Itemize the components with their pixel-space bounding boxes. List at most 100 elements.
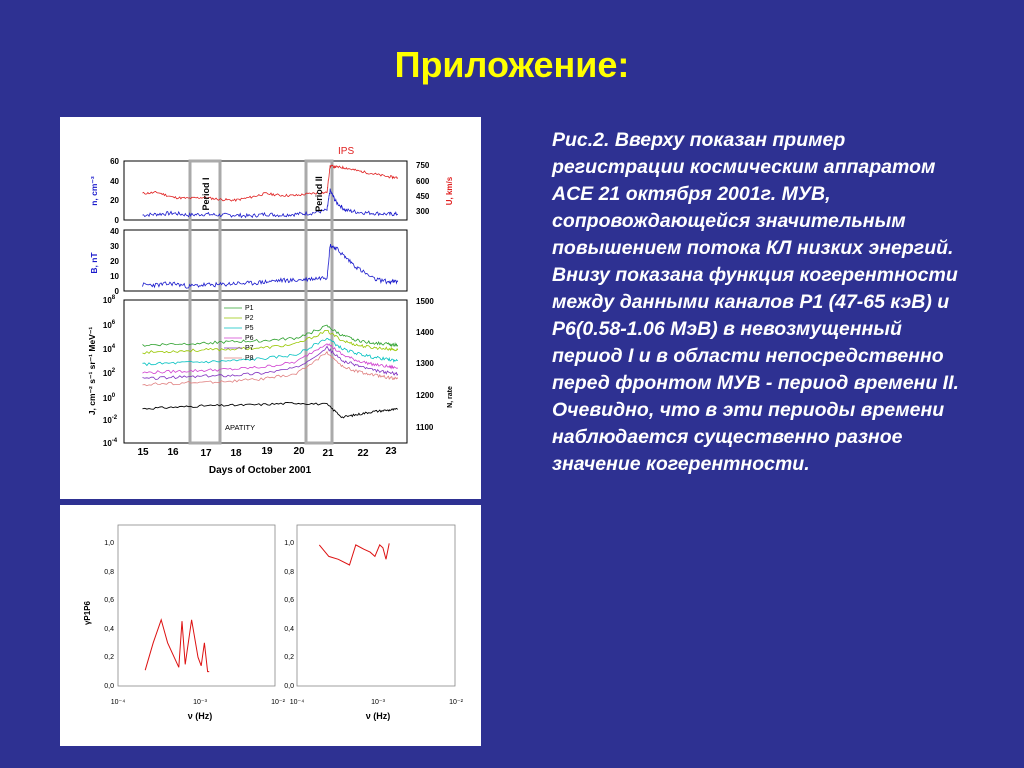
legend: P1 P2 P5 P6 P7 P8 bbox=[224, 305, 254, 362]
period-i-label: Period I bbox=[201, 177, 211, 210]
legend-label-p5: P5 bbox=[245, 325, 254, 332]
tick-b-20: 20 bbox=[110, 257, 119, 266]
coherence-i-line bbox=[144, 618, 210, 673]
coherence-figure-panel: 1,0 0,8 0,6 0,4 0,2 0,0 1,0 0,8 0,6 0,4 … bbox=[60, 505, 481, 746]
series-n-rate-line bbox=[142, 402, 398, 419]
legend-label-p1: P1 bbox=[245, 305, 254, 312]
series-p8-line bbox=[142, 350, 399, 387]
coherence-figure: 1,0 0,8 0,6 0,4 0,2 0,0 1,0 0,8 0,6 0,4 … bbox=[83, 524, 464, 721]
coh-ii-xtick-1e-2: 10⁻² bbox=[449, 699, 463, 706]
slide-title: Приложение: bbox=[394, 44, 630, 85]
series-n-line bbox=[142, 188, 399, 219]
coh-i-xtick-1e-4: 10⁻⁴ bbox=[111, 699, 126, 706]
period-i-box bbox=[188, 159, 222, 445]
x-tick-15: 15 bbox=[137, 447, 149, 458]
x-tick-19: 19 bbox=[261, 446, 273, 457]
coh-i-xtick-1e-3: 10⁻³ bbox=[193, 699, 207, 706]
y-label-n-rate: N, rate bbox=[447, 386, 454, 408]
legend-label-p8: P8 bbox=[245, 355, 254, 362]
y-label-n: n, cm⁻³ bbox=[89, 176, 99, 206]
coherence-ii-line bbox=[318, 543, 390, 566]
series-u-line bbox=[142, 164, 399, 202]
tick-u-300: 300 bbox=[416, 207, 430, 216]
coh-ii-tick-0-4: 0,4 bbox=[284, 626, 294, 633]
tick-n-rate-1200: 1200 bbox=[416, 391, 434, 400]
series-layer-bottom bbox=[144, 543, 390, 673]
svg-text:10-4: 10-4 bbox=[103, 438, 118, 448]
tick-b-40: 40 bbox=[110, 227, 119, 236]
coh-i-xtick-1e-2: 10⁻² bbox=[271, 699, 285, 706]
coh-ii-tick-1-0: 1,0 bbox=[284, 540, 294, 547]
coh-i-tick-0-8: 0,8 bbox=[104, 569, 114, 576]
x-tick-16: 16 bbox=[167, 447, 179, 458]
plot-frame-n-u bbox=[123, 160, 408, 221]
y-label-u: U, km/s bbox=[445, 176, 454, 205]
tick-u-750: 750 bbox=[416, 161, 430, 170]
svg-text:104: 104 bbox=[103, 344, 116, 354]
series-p6-line bbox=[142, 343, 398, 375]
svg-text:102: 102 bbox=[103, 368, 116, 378]
legend-label-p2: P2 bbox=[245, 315, 254, 322]
svg-text:100: 100 bbox=[103, 393, 116, 403]
x-axis-label: Days of October 2001 bbox=[209, 465, 312, 476]
y-label-j: J, cm⁻² s⁻¹ sr⁻¹ MeV⁻¹ bbox=[87, 327, 97, 415]
coh-ii-tick-0-6: 0,6 bbox=[284, 597, 294, 604]
series-p5-line bbox=[142, 337, 398, 367]
coh-ii-tick-0-2: 0,2 bbox=[284, 654, 294, 661]
series-p7-line bbox=[142, 345, 399, 380]
plot-frame-coh-i bbox=[117, 524, 276, 687]
coh-i-tick-0-4: 0,4 bbox=[104, 626, 114, 633]
tick-n-rate-1100: 1100 bbox=[416, 423, 434, 432]
coh-ii-xtick-1e-4: 10⁻⁴ bbox=[290, 699, 305, 706]
tick-u-600: 600 bbox=[416, 177, 430, 186]
figure-caption: Рис.2. Вверху показан пример регистрации… bbox=[552, 129, 959, 475]
x-tick-18: 18 bbox=[230, 448, 242, 459]
legend-label-p7: P7 bbox=[245, 345, 254, 352]
series-p1-line bbox=[142, 324, 399, 348]
coh-ii-tick-0-0: 0,0 bbox=[284, 683, 294, 690]
ips-annotation: IPS bbox=[338, 146, 354, 157]
solar-wind-figure: 60 40 20 0 750 600 450 300 n, cm⁻³ U, km… bbox=[87, 146, 454, 476]
tick-n-40: 40 bbox=[110, 177, 119, 186]
coh-ii-xtick-1e-3: 10⁻³ bbox=[371, 699, 385, 706]
svg-text:106: 106 bbox=[103, 320, 116, 330]
tick-n-rate-1500: 1500 bbox=[416, 297, 434, 306]
coh-i-tick-0-6: 0,6 bbox=[104, 597, 114, 604]
coh-i-tick-1-0: 1,0 bbox=[104, 540, 114, 547]
x-tick-22: 22 bbox=[357, 448, 369, 459]
tick-n-0: 0 bbox=[115, 216, 120, 225]
tick-b-10: 10 bbox=[110, 272, 119, 281]
solar-wind-figure-panel: 60 40 20 0 750 600 450 300 n, cm⁻³ U, km… bbox=[60, 117, 481, 499]
x-tick-17: 17 bbox=[200, 448, 212, 459]
coh-i-tick-0-0: 0,0 bbox=[104, 683, 114, 690]
x-tick-20: 20 bbox=[293, 446, 305, 457]
tick-n-20: 20 bbox=[110, 196, 119, 205]
tick-u-450: 450 bbox=[416, 192, 430, 201]
period-ii-box bbox=[304, 159, 334, 445]
series-b-line bbox=[142, 243, 399, 289]
plot-frame-j bbox=[123, 299, 408, 444]
plot-frame-b bbox=[123, 229, 408, 292]
plot-frame-coh-ii bbox=[296, 524, 456, 687]
coh-ii-xlabel: ν (Hz) bbox=[366, 711, 391, 721]
tick-b-30: 30 bbox=[110, 242, 119, 251]
tick-b-0: 0 bbox=[115, 287, 120, 296]
legend-label-p6: P6 bbox=[245, 335, 254, 342]
svg-text:10-2: 10-2 bbox=[103, 415, 118, 425]
coh-ylabel: γP1P6 bbox=[83, 600, 92, 625]
tick-n-rate-1400: 1400 bbox=[416, 328, 434, 337]
y-label-b: B, nT bbox=[89, 252, 99, 274]
svg-text:108: 108 bbox=[103, 295, 116, 305]
series-layer-top bbox=[142, 164, 399, 419]
x-tick-21: 21 bbox=[322, 448, 334, 459]
tick-n-60: 60 bbox=[110, 157, 119, 166]
j-log-ticks: 108 106 104 102 100 10-2 10-4 bbox=[103, 295, 118, 448]
coh-i-tick-0-2: 0,2 bbox=[104, 654, 114, 661]
period-ii-label: Period II bbox=[314, 176, 324, 212]
coh-ii-tick-0-8: 0,8 bbox=[284, 569, 294, 576]
x-tick-23: 23 bbox=[385, 446, 397, 457]
tick-n-rate-1300: 1300 bbox=[416, 359, 434, 368]
station-label: APATITY bbox=[225, 423, 255, 432]
coh-i-xlabel: ν (Hz) bbox=[188, 711, 213, 721]
series-p2-line bbox=[142, 329, 399, 355]
